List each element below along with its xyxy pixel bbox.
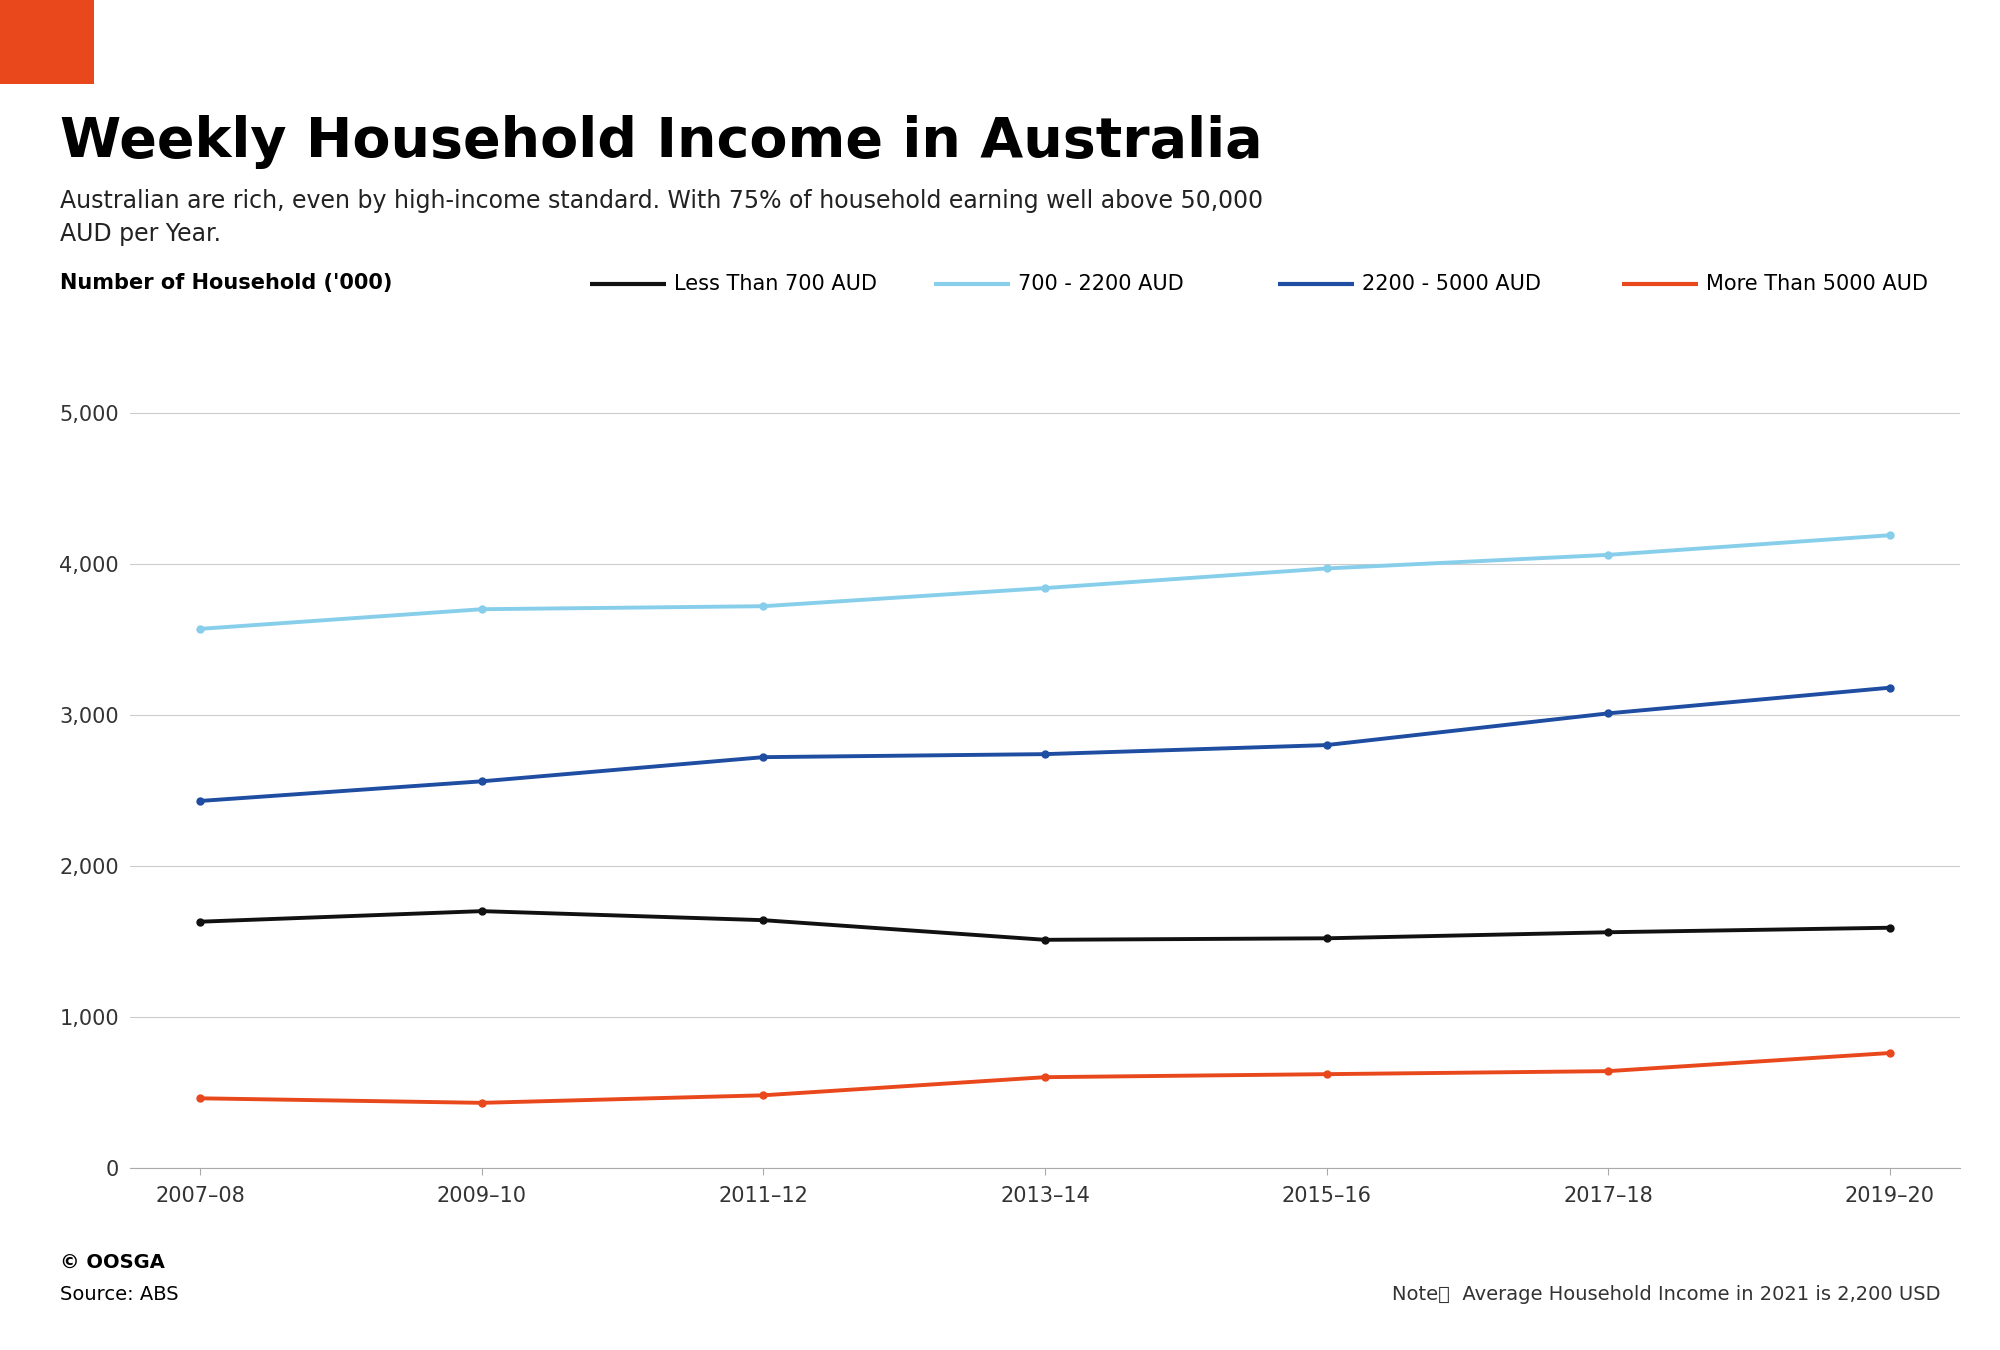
Text: © OOSGA: © OOSGA <box>60 1253 164 1272</box>
Text: Less Than 700 AUD: Less Than 700 AUD <box>674 274 876 293</box>
Text: Source: ABS: Source: ABS <box>60 1285 178 1304</box>
Text: 2200 - 5000 AUD: 2200 - 5000 AUD <box>1362 274 1540 293</box>
Text: Note：  Average Household Income in 2021 is 2,200 USD: Note： Average Household Income in 2021 i… <box>1392 1285 1940 1304</box>
Text: Weekly Household Income in Australia: Weekly Household Income in Australia <box>60 115 1262 169</box>
Text: Australian are rich, even by high-income standard. With 75% of household earning: Australian are rich, even by high-income… <box>60 189 1264 247</box>
Text: More Than 5000 AUD: More Than 5000 AUD <box>1706 274 1928 293</box>
Text: 700 - 2200 AUD: 700 - 2200 AUD <box>1018 274 1184 293</box>
Text: Number of Household ('000): Number of Household ('000) <box>60 274 392 293</box>
